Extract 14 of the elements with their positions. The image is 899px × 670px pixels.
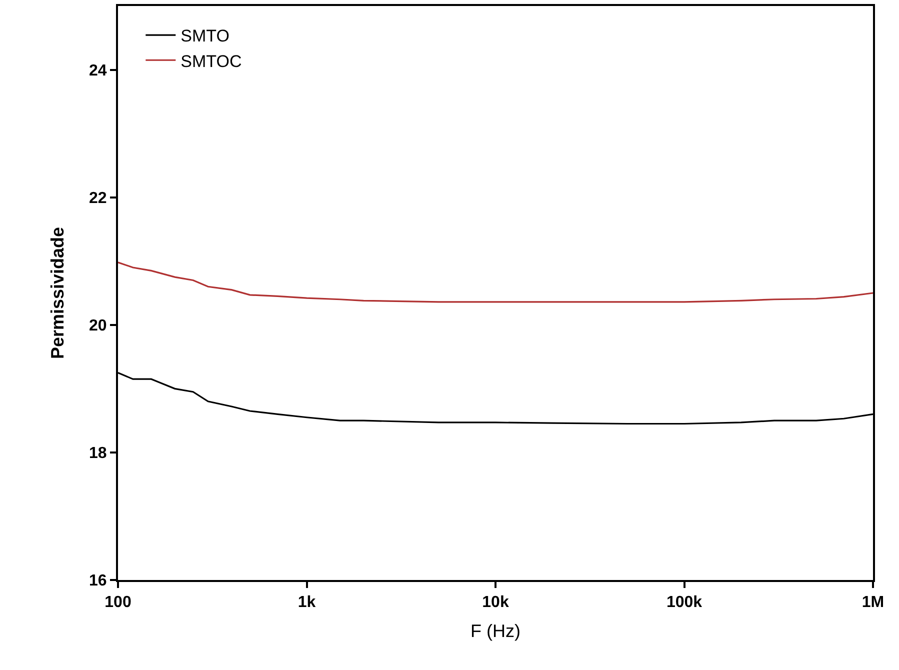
y-tick-label: 18 bbox=[89, 445, 107, 462]
y-tick-label: 16 bbox=[89, 572, 107, 590]
x-tick-label: 100 bbox=[104, 594, 132, 612]
x-tick-label: 1k bbox=[298, 594, 316, 612]
y-tick-label: 24 bbox=[89, 62, 107, 80]
y-tick-label: 20 bbox=[89, 317, 107, 334]
x-axis-title: F (Hz) bbox=[470, 620, 520, 641]
x-tick-label: 10k bbox=[482, 594, 509, 612]
legend-label: SMTO bbox=[180, 26, 230, 46]
x-tick-label: 100k bbox=[666, 594, 702, 612]
x-tick-label: 1M bbox=[862, 594, 884, 612]
y-axis-title: Permissividade bbox=[48, 226, 68, 360]
legend-label: SMTOC bbox=[180, 52, 242, 71]
y-tick-label: 22 bbox=[89, 190, 107, 207]
